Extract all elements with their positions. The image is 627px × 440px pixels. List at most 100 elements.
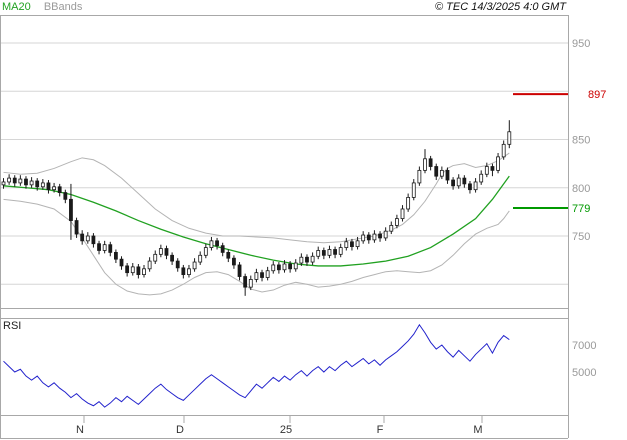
- candle-body: [400, 208, 405, 220]
- candle-body: [91, 235, 96, 245]
- candle-body: [46, 182, 51, 191]
- candle-body: [428, 158, 433, 167]
- candle-body: [215, 240, 219, 247]
- month-label: M: [473, 424, 482, 436]
- candle-body: [338, 247, 343, 255]
- candle-body: [462, 177, 467, 185]
- candle-body: [7, 177, 12, 183]
- candle-body: [490, 166, 495, 171]
- candle-body: [130, 266, 135, 274]
- price-tick-label: 950: [572, 38, 590, 50]
- candle-body: [288, 263, 293, 270]
- rsi-tick-label: 7000: [572, 340, 596, 352]
- candle-body: [69, 198, 73, 221]
- candle-body: [394, 218, 399, 226]
- candle-body: [226, 252, 231, 259]
- candle-body: [265, 270, 270, 278]
- candle-body: [164, 248, 169, 256]
- candle-body: [276, 264, 281, 271]
- candle-body: [484, 166, 489, 175]
- copyright-text: © TEC 14/3/2025 4:0 GMT: [435, 1, 566, 13]
- candle-body: [29, 180, 34, 186]
- candle-body: [456, 177, 461, 187]
- candle-body: [305, 256, 309, 263]
- candle-body: [63, 192, 68, 200]
- candle-body: [175, 260, 180, 269]
- candle-body: [35, 180, 40, 188]
- candle-body: [57, 186, 62, 193]
- candle-body: [170, 254, 175, 262]
- candle-body: [260, 272, 264, 278]
- candle-body: [293, 262, 298, 270]
- resistance-level-label: 897: [588, 89, 606, 101]
- candle-body: [97, 243, 101, 251]
- candle-body: [271, 264, 276, 272]
- candle-body: [80, 233, 85, 242]
- candle-body: [52, 186, 56, 191]
- candle-body: [192, 261, 197, 270]
- candle-body: [282, 263, 287, 271]
- candle-body: [333, 249, 337, 255]
- candle-body: [501, 143, 506, 158]
- candle-body: [119, 258, 124, 267]
- candle-body: [383, 230, 388, 239]
- candle-body: [468, 183, 472, 191]
- month-label: N: [76, 424, 84, 436]
- candle-body: [310, 255, 315, 263]
- month-label: 25: [280, 424, 292, 436]
- candle-body: [158, 248, 163, 255]
- candle-body: [417, 169, 422, 184]
- candle-body: [209, 240, 214, 248]
- candle-body: [321, 250, 326, 256]
- candle-body: [445, 169, 450, 181]
- candle-body: [423, 158, 427, 171]
- candle-body: [108, 244, 113, 253]
- candle-body: [254, 272, 259, 280]
- rsi-panel-label: RSI: [3, 320, 22, 332]
- candle-body: [40, 182, 45, 188]
- candle-body: [125, 265, 130, 274]
- rsi-line: [3, 323, 510, 408]
- candle-body: [248, 279, 253, 288]
- bb-lower-line: [3, 198, 510, 296]
- candle-body: [181, 267, 186, 276]
- candle-body: [142, 268, 146, 275]
- candle-body: [299, 256, 304, 264]
- candle-body: [366, 234, 371, 241]
- candle-body: [114, 252, 118, 260]
- candle-body: [479, 173, 484, 183]
- candle-body: [350, 241, 354, 248]
- candle-body: [85, 235, 90, 242]
- price-tick-label: 850: [572, 135, 590, 147]
- candle-body: [378, 233, 382, 239]
- price-tick-label: 800: [572, 183, 590, 195]
- candle-body: [232, 257, 236, 266]
- candle-body: [406, 196, 411, 210]
- candle-body: [74, 220, 79, 235]
- ma20-line: [3, 175, 510, 267]
- candle-body: [24, 178, 28, 186]
- candle-body: [389, 224, 394, 232]
- candle-body: [237, 264, 242, 277]
- candle-body: [147, 260, 152, 270]
- candle-body: [1, 181, 6, 186]
- candle-body: [187, 268, 191, 275]
- candle-body: [451, 179, 456, 187]
- candle-body: [153, 253, 158, 262]
- candle-body: [102, 244, 107, 251]
- candle-body: [12, 177, 17, 184]
- candle-body: [496, 156, 500, 171]
- candle-body: [507, 131, 512, 145]
- candle-body: [434, 166, 439, 177]
- price-tick-label: 750: [572, 231, 590, 243]
- bbands-legend-label: BBands: [43, 1, 83, 13]
- candle-body: [198, 254, 203, 263]
- candle-body: [203, 247, 208, 256]
- candle-body: [344, 241, 349, 248]
- candle-body: [316, 250, 321, 257]
- rsi-tick-label: 5000: [572, 367, 596, 379]
- candle-body: [411, 182, 416, 198]
- candle-body: [243, 276, 248, 288]
